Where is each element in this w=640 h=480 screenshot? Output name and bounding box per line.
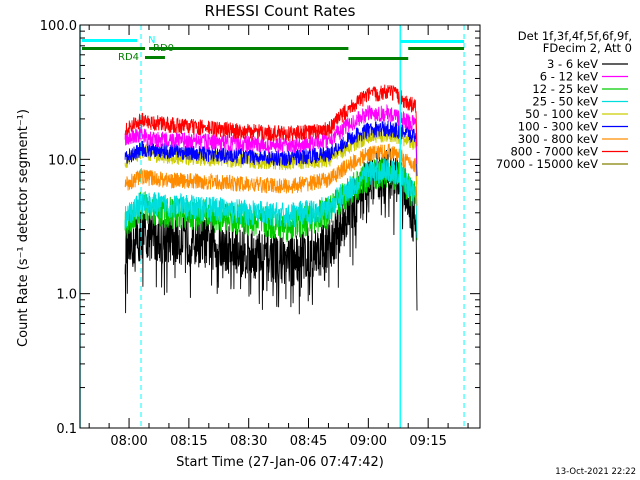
legend-entry-label: 50 - 100 keV xyxy=(525,107,598,121)
footer-date: 13-Oct-2021 22:22 xyxy=(555,467,636,477)
legend-entry-label: 7000 - 15000 keV xyxy=(496,157,598,171)
legend-entry-label: 6 - 12 keV xyxy=(540,70,598,84)
legend: Det 1f,3f,4f,5f,6f,9f, FDecim 2, Att 0 3… xyxy=(496,29,632,171)
series-line xyxy=(124,120,418,177)
legend-header-line2: FDecim 2, Att 0 xyxy=(543,41,632,55)
y-tick-label: 10.0 xyxy=(48,153,77,168)
legend-entry-label: 100 - 300 keV xyxy=(518,120,598,134)
x-axis-label: Start Time (27-Jan-06 07:47:42) xyxy=(176,455,384,470)
legend-entry-label: 800 - 7000 keV xyxy=(510,145,598,159)
decimation-bar xyxy=(145,56,165,59)
chart-title: RHESSI Count Rates xyxy=(205,2,356,20)
legend-entry-label: 3 - 6 keV xyxy=(547,57,598,71)
y-tick-label: 0.1 xyxy=(56,422,77,437)
decimation-bar xyxy=(82,47,146,50)
axes: 0.1 1.0 10.0 100.0 08:00 08:15 08:30 08:45 09:00… xyxy=(40,19,481,449)
axes-frame xyxy=(79,24,481,429)
decimation-bar xyxy=(408,47,465,50)
x-tick-label: 08:45 xyxy=(290,434,327,449)
attenuator-bar xyxy=(82,39,138,42)
series-line xyxy=(124,158,418,238)
legend-entry-label: 300 - 800 keV xyxy=(518,132,598,146)
attenuator-label-n: N xyxy=(148,35,155,46)
y-tick-label: 100.0 xyxy=(40,19,77,34)
legend-entry-label: 12 - 25 keV xyxy=(532,82,598,96)
decimation-bar xyxy=(148,47,349,50)
decimation-label-rd4: RD4 xyxy=(118,52,139,63)
series-line xyxy=(124,125,418,185)
y-axis-label: Count Rate (s⁻¹ detector segment⁻¹) xyxy=(16,109,31,347)
plot-area xyxy=(124,84,418,315)
series-line xyxy=(124,84,418,147)
x-tick-label: 09:15 xyxy=(409,434,446,449)
legend-header-line1: Det 1f,3f,4f,5f,6f,9f, xyxy=(518,29,632,43)
x-tick-label: 08:30 xyxy=(230,434,267,449)
attenuator-bar xyxy=(400,40,465,43)
x-tick-label: 08:15 xyxy=(170,434,207,449)
decimation-bar xyxy=(348,57,409,60)
decimation-label-rd0: RD0 xyxy=(153,43,174,54)
x-tick-label: 09:00 xyxy=(350,434,387,449)
y-tick-label: 1.0 xyxy=(56,288,77,303)
x-tick-label: 08:00 xyxy=(110,434,147,449)
legend-entry-label: 25 - 50 keV xyxy=(532,95,598,109)
series-line xyxy=(124,143,418,206)
